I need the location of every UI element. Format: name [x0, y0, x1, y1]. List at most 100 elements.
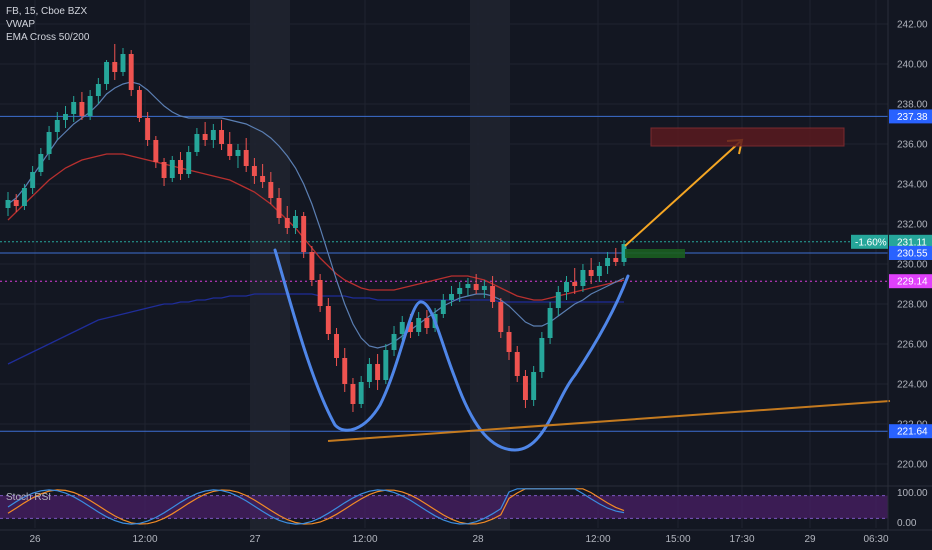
candle	[235, 144, 241, 168]
time-tick-label: 15:00	[665, 534, 690, 545]
change-badge-label: -1.60%	[855, 237, 887, 248]
candle-body	[128, 54, 134, 90]
candle	[440, 294, 446, 318]
candle-body	[572, 282, 578, 286]
price-tick-label: 224.00	[897, 380, 928, 391]
price-tag-box	[889, 424, 932, 439]
candle	[87, 90, 93, 120]
ema50-line	[7, 153, 625, 301]
candle	[153, 136, 159, 168]
candle-body	[555, 292, 561, 308]
session-shade-28	[470, 0, 510, 530]
candle-body	[293, 216, 298, 228]
candle-body	[498, 302, 504, 332]
candle-body	[473, 284, 479, 290]
price-tick-label: 234.00	[897, 180, 928, 191]
candle	[202, 122, 208, 146]
time-tick-label: 26	[29, 534, 41, 545]
candle-body	[227, 144, 233, 156]
candle-body	[366, 364, 372, 382]
stoch-tick-100: 100.00	[897, 488, 928, 499]
price-tick-label: 230.00	[897, 260, 928, 271]
drawings	[273, 127, 891, 452]
time-tick-label: 12:00	[585, 534, 610, 545]
candle	[161, 158, 167, 186]
candle-body	[564, 282, 569, 292]
candle-body	[391, 334, 397, 350]
price-tag-label: 230.55	[897, 249, 928, 260]
vwap-line	[7, 81, 625, 349]
time-tick-label: 27	[249, 534, 261, 545]
candle-body	[210, 130, 216, 140]
candle	[350, 378, 356, 412]
price-tick-label: 220.00	[897, 460, 928, 471]
candle-body	[350, 384, 356, 404]
candle-body	[178, 160, 183, 174]
time-tick-label: 17:30	[729, 534, 754, 545]
candle	[243, 138, 249, 172]
candle-body	[79, 102, 85, 116]
candle-body	[375, 364, 381, 380]
candle-body	[457, 288, 463, 294]
candle-body	[613, 258, 619, 262]
candle-body	[539, 338, 545, 372]
stoch-rsi-pane: Stoch RSI 100.00 0.00	[0, 485, 932, 529]
candle	[580, 264, 586, 292]
candle-body	[63, 114, 68, 120]
time-tick-label: 28	[472, 534, 484, 545]
candle	[613, 248, 619, 266]
candle	[375, 354, 381, 390]
candle	[457, 282, 463, 302]
candle	[71, 96, 77, 122]
candle	[186, 146, 192, 178]
cup-and-handle-pattern	[273, 248, 630, 452]
candle-body	[490, 286, 496, 302]
candle	[342, 348, 348, 392]
candle	[260, 164, 266, 188]
trend-line	[327, 400, 891, 442]
candle	[284, 206, 290, 234]
candle	[79, 92, 85, 120]
candle-body	[301, 216, 307, 252]
candle	[104, 60, 110, 90]
price-tick-label: 228.00	[897, 300, 928, 311]
candle-body	[161, 162, 167, 178]
candle-body	[449, 294, 454, 300]
price-tick-label: 242.00	[897, 20, 928, 31]
session-shading	[250, 0, 510, 530]
candle	[112, 44, 118, 80]
candle	[391, 326, 397, 356]
candle	[555, 286, 561, 316]
candle	[301, 212, 307, 258]
candle	[21, 184, 27, 210]
time-tick-label: 12:00	[132, 534, 157, 545]
candle	[473, 274, 479, 294]
candle-body	[38, 154, 44, 172]
candle	[539, 332, 545, 378]
candle	[5, 192, 11, 216]
candle-body	[465, 284, 471, 288]
candle	[95, 78, 101, 104]
candle-body	[334, 334, 339, 358]
candle-body	[251, 166, 257, 176]
candle-body	[342, 358, 348, 384]
price-tag-box	[889, 246, 932, 260]
candle-body	[145, 118, 151, 140]
price-tick-label: 232.00	[897, 220, 928, 231]
chart-legend: FB, 15, Cboe BZX VWAP EMA Cross 50/200	[6, 5, 89, 44]
stoch-k-line	[7, 488, 625, 525]
candle-body	[284, 218, 290, 228]
price-tag-label: 221.64	[897, 427, 928, 438]
candle-body	[46, 132, 52, 154]
candle	[54, 112, 60, 140]
change-badge	[851, 234, 888, 249]
candle-body	[95, 84, 101, 96]
candle	[416, 312, 422, 336]
candle	[38, 148, 44, 176]
candle-body	[5, 200, 11, 208]
candle-body	[621, 244, 627, 262]
candle-body	[153, 140, 159, 162]
candle	[63, 106, 68, 128]
